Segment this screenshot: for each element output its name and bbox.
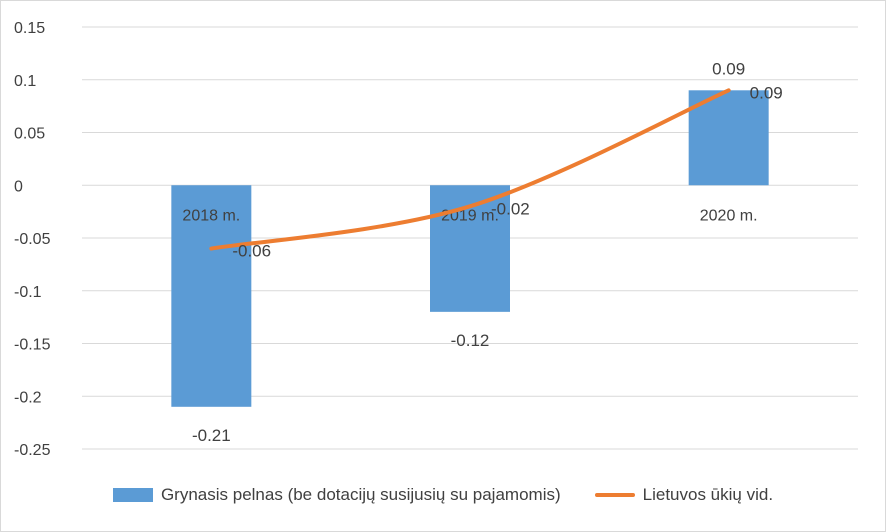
y-axis-ticks: 0.15 0.1 0.05 0 -0.05 -0.1 -0.15 -0.2 -0.25 (14, 20, 51, 459)
series-line (209, 88, 731, 251)
y-tick-label: -0.15 (14, 337, 51, 354)
series-line-path (209, 88, 731, 251)
legend-bar-label: Grynasis pelnas (be dotacijų susijusių s… (160, 485, 561, 504)
line-data-label: -0.06 (232, 242, 271, 261)
y-tick-label: -0.1 (14, 284, 42, 301)
bar-data-label: -0.12 (451, 331, 490, 350)
y-tick-label: -0.05 (14, 231, 51, 248)
category-label: 2020 m. (700, 207, 758, 224)
line-data-label: 0.09 (750, 83, 783, 102)
bar (171, 185, 252, 407)
y-tick-label: 0 (14, 178, 23, 195)
y-tick-label: -0.25 (14, 442, 51, 459)
legend-bar-swatch (112, 488, 153, 502)
legend-item-line: Lietuvos ūkių vid. (594, 485, 774, 505)
bar-data-label: -0.21 (192, 426, 231, 445)
bar-data-label: 0.09 (712, 59, 745, 78)
line-data-label: -0.02 (491, 199, 530, 218)
data-labels: -0.21 -0.12 0.09 -0.06 -0.02 0.09 (192, 59, 783, 445)
category-labels: 2018 m. 2019 m. 2020 m. (182, 207, 757, 224)
category-label: 2018 m. (182, 207, 240, 224)
legend-item-bar: Grynasis pelnas (be dotacijų susijusių s… (112, 485, 561, 505)
y-tick-label: 0.05 (14, 126, 45, 143)
legend: Grynasis pelnas (be dotacijų susijusių s… (0, 482, 886, 508)
y-tick-label: -0.2 (14, 389, 42, 406)
legend-line-swatch (594, 493, 635, 497)
y-tick-label: 0.1 (14, 73, 36, 90)
y-tick-label: 0.15 (14, 20, 45, 37)
legend-line-label: Lietuvos ūkių vid. (642, 485, 774, 504)
bar (688, 90, 769, 186)
